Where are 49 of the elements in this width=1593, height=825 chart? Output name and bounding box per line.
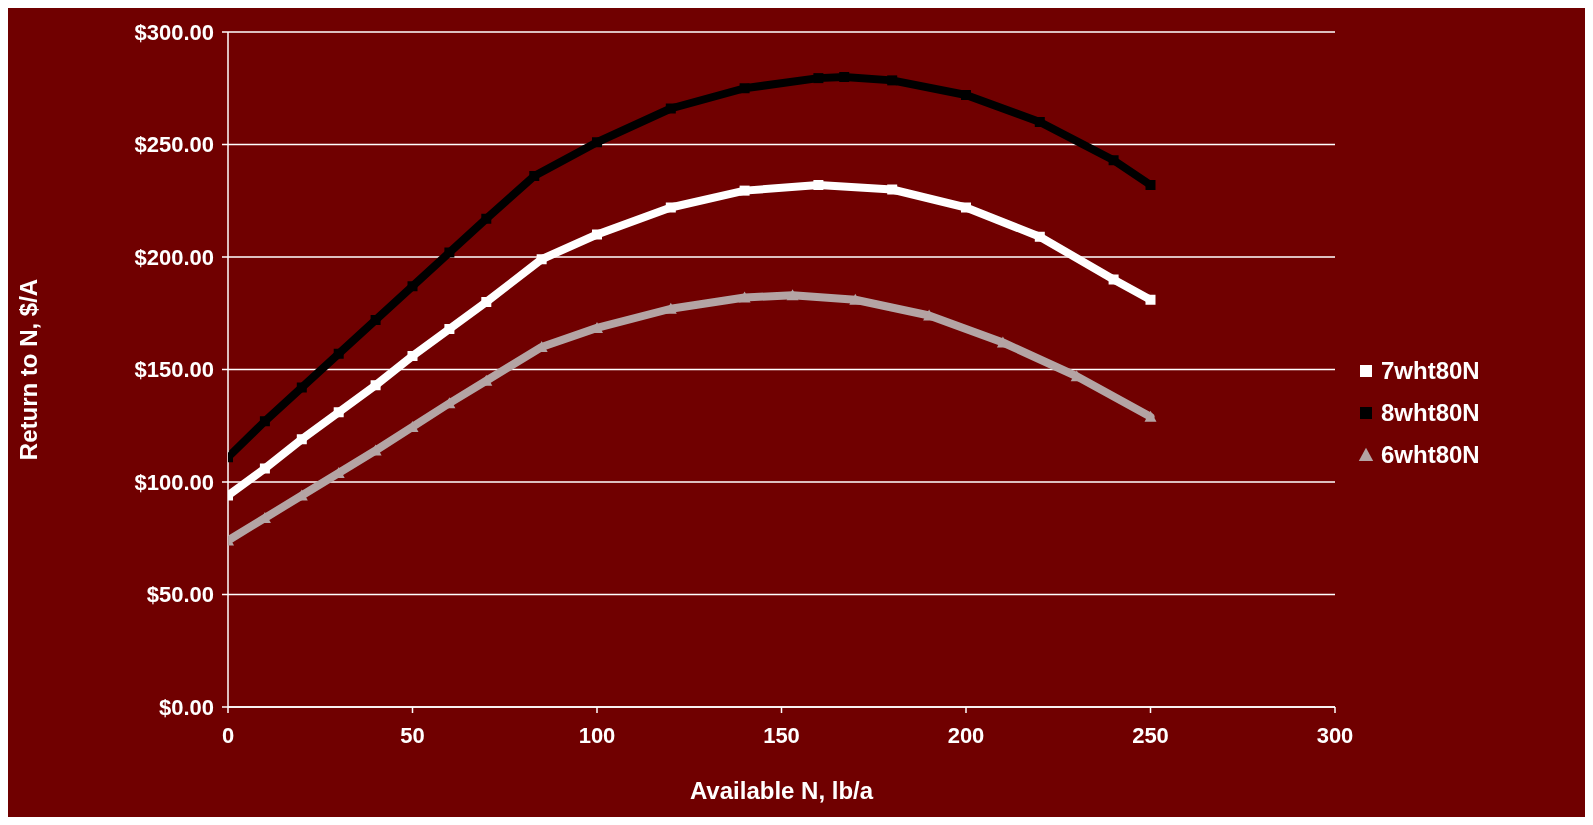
- point: [536, 254, 547, 265]
- point: [665, 103, 676, 114]
- point: [481, 297, 492, 307]
- point: [592, 137, 602, 148]
- point: [333, 407, 344, 418]
- point: [481, 213, 492, 224]
- x-tick-label: 150: [763, 722, 800, 748]
- point: [1034, 231, 1045, 242]
- point: [1108, 274, 1119, 285]
- point: [665, 202, 676, 213]
- point: [407, 351, 418, 361]
- point: [407, 281, 418, 292]
- y-axis-title: Return to N, $/A: [14, 278, 42, 461]
- point: [529, 171, 540, 181]
- point: [738, 291, 751, 303]
- x-tick-label: 300: [1316, 722, 1354, 748]
- y-tick-label: $150.00: [134, 357, 214, 383]
- point: [259, 463, 270, 474]
- legend-label: 6wht80N: [1381, 440, 1480, 469]
- x-tick-label: 0: [221, 722, 235, 748]
- y-tick-label: $50.00: [146, 582, 214, 608]
- point: [296, 434, 307, 445]
- point: [961, 202, 971, 213]
- y-tick-label: $100.00: [134, 469, 214, 495]
- x-tick-label: 250: [1132, 722, 1169, 748]
- legend-label: 8wht80N: [1381, 398, 1480, 427]
- x-tick-label: 200: [947, 722, 985, 748]
- y-tick-label: $0.00: [158, 694, 214, 720]
- x-tick-label: 50: [400, 722, 425, 748]
- x-tick-label: 100: [578, 722, 616, 748]
- y-tick-label: $200.00: [134, 244, 214, 270]
- point: [1145, 294, 1156, 305]
- point: [1034, 117, 1045, 127]
- point: [1144, 410, 1157, 422]
- point: [370, 380, 381, 391]
- point: [444, 247, 455, 258]
- point: [786, 289, 799, 301]
- point: [1108, 155, 1119, 166]
- point: [370, 315, 381, 325]
- y-tick-label: $250.00: [134, 132, 214, 158]
- point: [592, 229, 602, 240]
- point: [1145, 180, 1156, 190]
- point: [444, 324, 455, 334]
- point: [259, 416, 270, 427]
- y-tick-label: $300.00: [134, 19, 214, 45]
- point: [333, 348, 344, 359]
- x-axis-title: Available N, lb/a: [689, 777, 874, 804]
- point: [296, 382, 307, 393]
- legend-label: 7wht80N: [1381, 356, 1480, 385]
